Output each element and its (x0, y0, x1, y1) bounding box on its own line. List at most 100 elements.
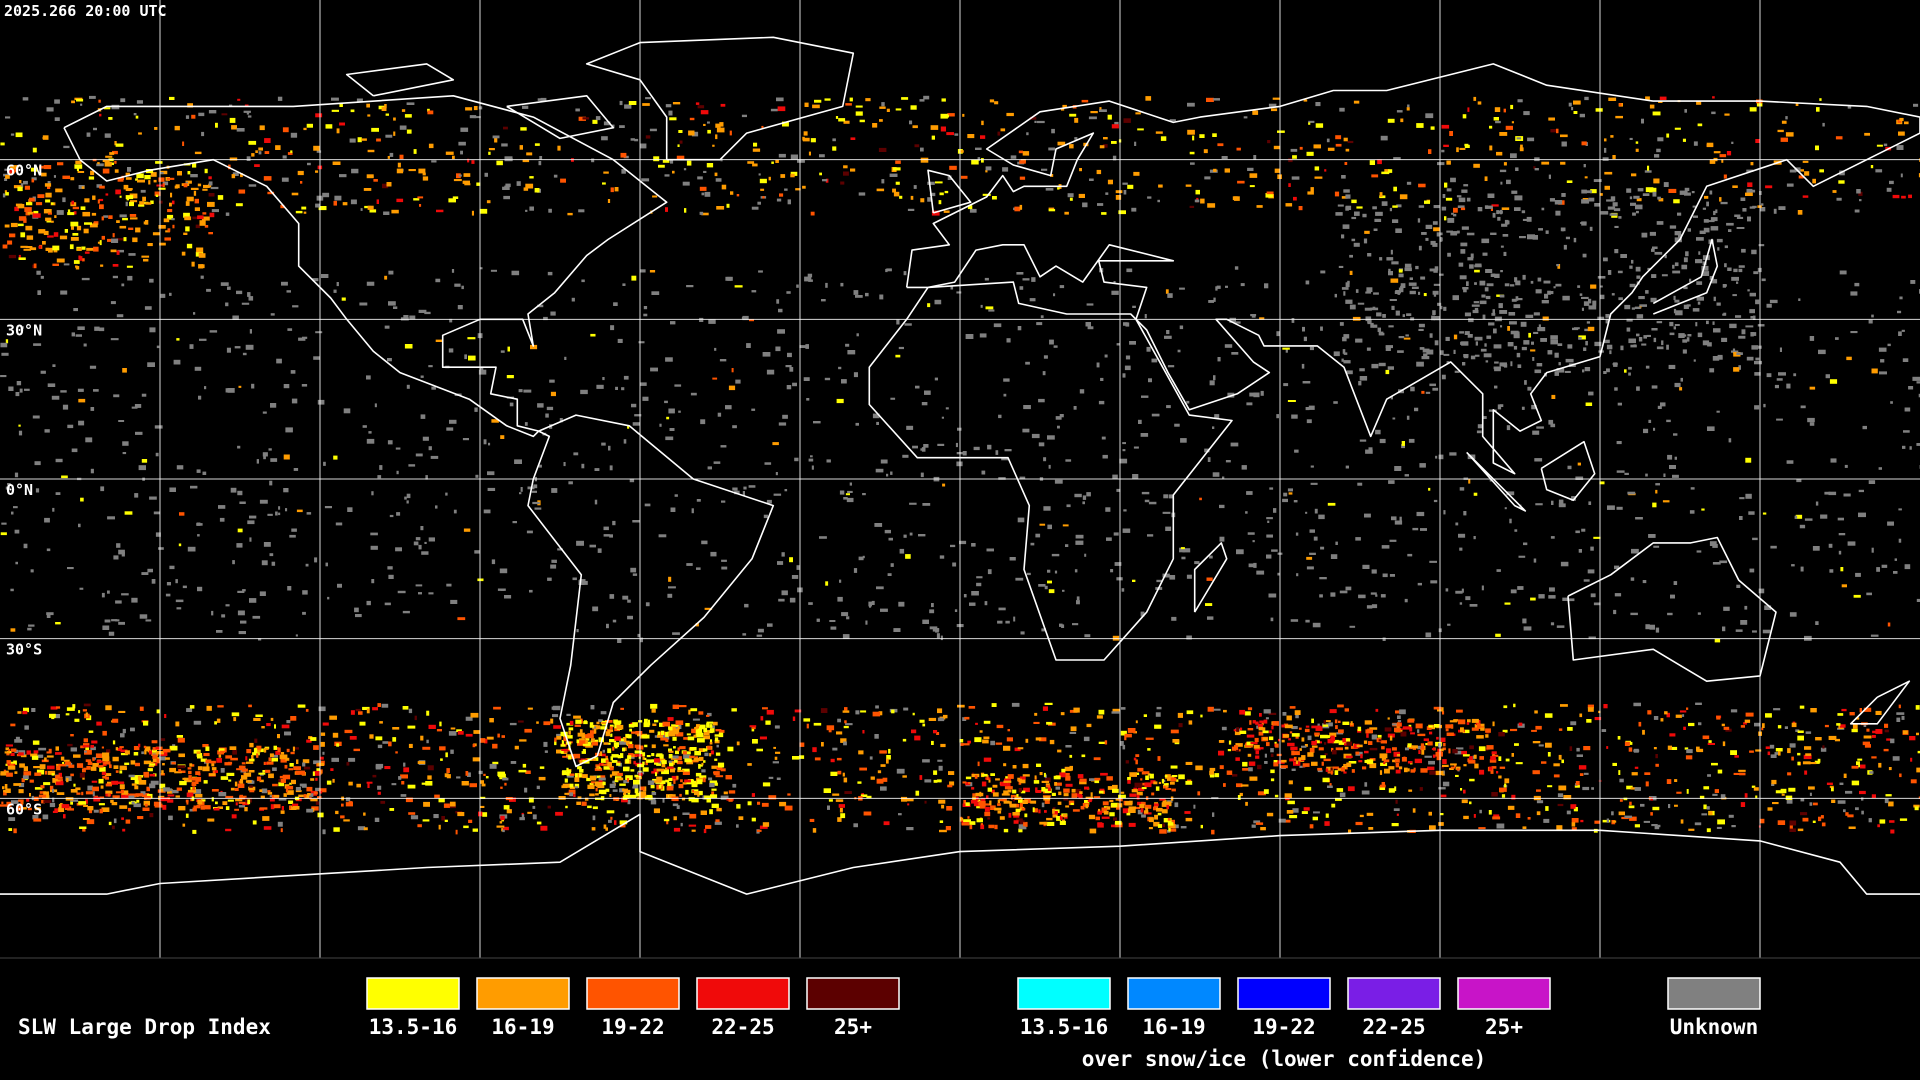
cloud-pixel (1889, 180, 1894, 185)
cloud-pixel (427, 765, 434, 771)
cloud-pixel (1448, 748, 1451, 754)
cloud-pixel (51, 773, 55, 776)
cloud-pixel (1509, 518, 1512, 524)
cloud-pixel (1587, 707, 1594, 712)
cloud-pixel (982, 739, 989, 744)
cloud-pixel (527, 707, 533, 710)
cloud-pixel (1276, 753, 1282, 757)
cloud-pixel (30, 753, 38, 757)
cloud-pixel (1120, 741, 1124, 746)
cloud-pixel (205, 746, 210, 751)
cloud-pixel (1299, 748, 1302, 751)
cloud-pixel (18, 430, 23, 436)
cloud-pixel (843, 725, 849, 729)
cloud-pixel (1561, 759, 1564, 764)
cloud-pixel (611, 754, 619, 758)
cloud-pixel (449, 419, 457, 424)
cloud-pixel (802, 185, 806, 189)
cloud-pixel (1255, 755, 1260, 759)
cloud-pixel (1252, 540, 1255, 543)
cloud-pixel (924, 390, 931, 395)
cloud-pixel (458, 174, 462, 177)
cloud-pixel (617, 638, 622, 643)
cloud-pixel (685, 723, 690, 727)
cloud-pixel (674, 384, 682, 387)
cloud-pixel (1003, 800, 1010, 804)
cloud-pixel (158, 200, 163, 204)
cloud-pixel (1810, 708, 1817, 713)
cloud-pixel (1605, 314, 1610, 318)
cloud-pixel (1614, 387, 1618, 391)
cloud-pixel (1667, 745, 1672, 750)
cloud-pixel (1018, 828, 1023, 833)
cloud-pixel (1899, 296, 1903, 300)
cloud-pixel (872, 711, 881, 717)
cloud-pixel (1047, 524, 1052, 530)
cloud-pixel (699, 186, 707, 191)
cloud-pixel (670, 757, 679, 760)
cloud-pixel (248, 758, 255, 762)
cloud-pixel (1145, 737, 1154, 740)
cloud-pixel (830, 771, 838, 776)
cloud-pixel (1536, 426, 1544, 429)
cloud-pixel (869, 756, 873, 760)
cloud-pixel (1479, 756, 1484, 760)
cloud-pixel (1772, 802, 1779, 805)
cloud-pixel (207, 201, 215, 207)
cloud-pixel (1656, 148, 1661, 153)
cloud-pixel (840, 181, 845, 185)
cloud-pixel (453, 509, 457, 514)
cloud-pixel (34, 807, 41, 811)
cloud-pixel (1904, 407, 1911, 412)
cloud-pixel (1137, 767, 1144, 772)
cloud-pixel (859, 767, 867, 771)
cloud-pixel (860, 710, 867, 713)
cloud-pixel (1785, 132, 1794, 137)
cloud-pixel (176, 465, 184, 470)
cloud-pixel (837, 596, 843, 602)
cloud-pixel (208, 193, 215, 197)
cloud-pixel (943, 210, 950, 213)
cloud-pixel (1231, 352, 1239, 355)
cloud-pixel (514, 459, 522, 464)
cloud-pixel (1711, 111, 1716, 115)
cloud-pixel (1765, 713, 1772, 718)
cloud-pixel (1762, 629, 1771, 634)
cloud-pixel (1344, 743, 1349, 746)
cloud-pixel (39, 764, 46, 770)
cloud-pixel (413, 198, 420, 201)
cloud-pixel (612, 746, 615, 751)
cloud-pixel (1216, 285, 1221, 289)
cloud-pixel (601, 763, 610, 766)
cloud-pixel (1668, 188, 1677, 193)
cloud-pixel (196, 753, 203, 757)
cloud-pixel (192, 786, 196, 791)
cloud-pixel (493, 706, 501, 710)
cloud-pixel (1287, 400, 1296, 402)
cloud-pixel (787, 199, 791, 205)
cloud-pixel (1263, 709, 1271, 714)
cloud-pixel (111, 780, 118, 785)
cloud-pixel (408, 464, 416, 467)
cloud-pixel (1473, 814, 1476, 818)
cloud-pixel (342, 202, 348, 206)
cloud-pixel (10, 222, 18, 228)
cloud-pixel (280, 752, 285, 755)
cloud-pixel (467, 337, 476, 340)
cloud-pixel (1313, 811, 1320, 814)
cloud-pixel (503, 805, 510, 810)
cloud-pixel (452, 196, 459, 199)
cloud-pixel (258, 151, 262, 155)
cloud-pixel (1650, 797, 1653, 801)
cloud-pixel (988, 824, 995, 829)
cloud-pixel (119, 770, 123, 774)
cloud-pixel (1674, 127, 1681, 130)
cloud-pixel (1480, 727, 1485, 731)
cloud-pixel (341, 297, 346, 301)
cloud-pixel (660, 730, 665, 735)
cloud-pixel (1291, 750, 1295, 756)
cloud-pixel (1276, 331, 1280, 337)
cloud-pixel (1910, 280, 1916, 284)
cloud-pixel (1038, 809, 1041, 814)
cloud-pixel (684, 208, 687, 213)
